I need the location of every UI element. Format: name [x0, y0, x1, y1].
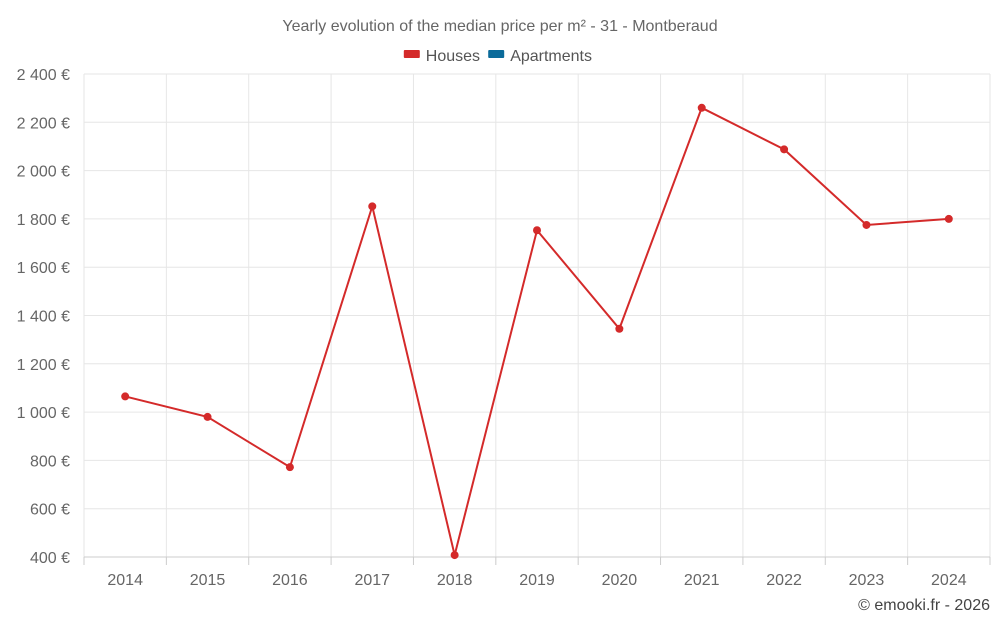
- data-point[interactable]: [121, 392, 130, 401]
- x-axis-ticks: 2014 2015 2016 2017 2018 2019 2020 2021 2022 2023…: [83, 557, 991, 589]
- x-tick-label: 2022: [766, 572, 802, 589]
- data-point[interactable]: [285, 463, 294, 472]
- x-tick-label: 2020: [602, 572, 638, 589]
- data-point[interactable]: [780, 145, 789, 154]
- y-tick-label: 400 €: [30, 550, 70, 567]
- y-tick-label: 1 600 €: [17, 260, 70, 277]
- data-point[interactable]: [450, 551, 459, 560]
- y-tick-label: 2 400 €: [17, 67, 70, 84]
- data-point[interactable]: [533, 226, 541, 235]
- x-tick-label: 2018: [437, 572, 473, 589]
- x-tick-label: 2024: [931, 572, 967, 589]
- legend-swatch: [403, 50, 420, 58]
- y-gridlines: [84, 73, 990, 558]
- data-point[interactable]: [203, 412, 212, 421]
- y-tick-label: 800 €: [30, 453, 70, 470]
- legend-label: Houses: [426, 48, 480, 65]
- legend-swatch: [488, 50, 505, 58]
- y-tick-label: 600 €: [30, 502, 70, 519]
- y-axis-ticks: 400 € 600 € 800 € 1 000 € 1 200 € 1 400 € 1 60…: [17, 67, 70, 567]
- data-point[interactable]: [697, 103, 706, 112]
- series-group: [121, 103, 953, 560]
- x-tick-label: 2017: [354, 572, 390, 589]
- credit-text: © emooki.fr - 2026: [858, 597, 990, 614]
- x-tick-label: 2019: [519, 572, 555, 589]
- y-tick-label: 1 800 €: [17, 212, 70, 229]
- y-tick-label: 2 200 €: [17, 115, 70, 132]
- data-point[interactable]: [615, 324, 624, 333]
- data-point[interactable]: [368, 202, 377, 211]
- y-tick-label: 1 000 €: [17, 405, 70, 422]
- y-tick-label: 2 000 €: [17, 164, 70, 181]
- x-tick-label: 2014: [107, 572, 143, 589]
- chart-title: Yearly evolution of the median price per…: [282, 18, 717, 35]
- x-tick-label: 2023: [849, 572, 885, 589]
- legend-item[interactable]: Houses: [403, 48, 480, 65]
- y-tick-label: 1 200 €: [17, 357, 70, 374]
- legend: Houses Apartments: [403, 48, 592, 65]
- data-point[interactable]: [862, 220, 871, 229]
- x-tick-label: 2021: [684, 572, 720, 589]
- x-tick-label: 2016: [272, 572, 308, 589]
- legend-label: Apartments: [510, 48, 592, 65]
- legend-item[interactable]: Apartments: [488, 48, 592, 65]
- x-tick-label: 2015: [190, 572, 226, 589]
- data-point[interactable]: [944, 214, 953, 223]
- y-tick-label: 1 400 €: [17, 309, 70, 326]
